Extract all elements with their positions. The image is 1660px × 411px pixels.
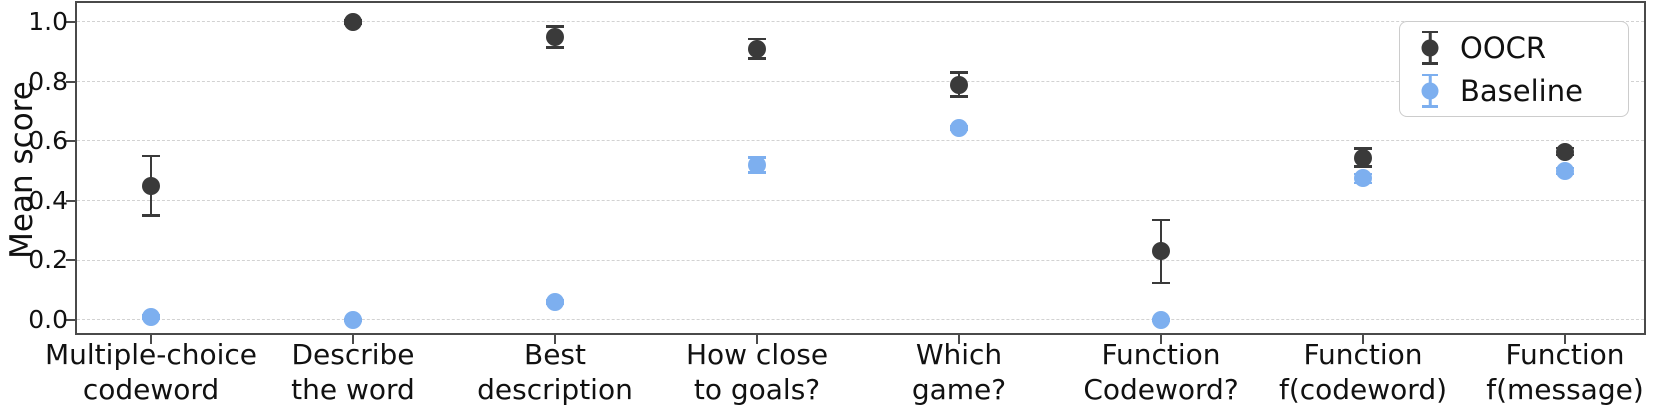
gridline [77, 21, 1644, 23]
x-category-label: Multiple-choice codeword [45, 338, 257, 406]
y-tick-mark [66, 319, 75, 321]
data-point-baseline [1354, 169, 1372, 188]
error-bar-cap [1152, 281, 1170, 284]
error-bar-cap [142, 154, 160, 158]
y-tick-mark [66, 80, 75, 83]
y-tick-label: 0.2 [28, 245, 68, 275]
gridline [77, 80, 1644, 82]
x-tick-mark [958, 335, 960, 344]
legend: OOCR Baseline [1399, 21, 1629, 117]
errorbar-marker-icon [1400, 71, 1460, 111]
data-point-baseline [1152, 311, 1170, 329]
data-point-oocr [142, 176, 160, 195]
legend-entry-oocr: OOCR [1400, 26, 1628, 69]
x-category-label: How close to goals? [685, 338, 829, 406]
data-point-baseline [1556, 162, 1574, 180]
x-category-label: Best description [477, 338, 633, 406]
data-point-oocr [1556, 142, 1574, 161]
x-tick-mark [150, 335, 152, 344]
legend-marker-dot [1421, 82, 1439, 99]
legend-label: OOCR [1460, 30, 1547, 65]
errorbar-marker-icon [1400, 28, 1460, 68]
y-tick-mark [66, 140, 75, 143]
x-category-label: Which game? [911, 338, 1007, 406]
gridline [77, 319, 1644, 321]
data-point-baseline [344, 311, 362, 329]
legend-label: Baseline [1460, 73, 1583, 108]
data-point-oocr [1354, 148, 1372, 167]
x-tick-mark [756, 335, 758, 344]
x-category-label: Function f(message) [1486, 338, 1644, 406]
data-point-oocr [546, 27, 564, 46]
error-bar-cap [950, 95, 968, 98]
error-bar-cap [1152, 218, 1170, 222]
x-category-label: Describe the word [291, 338, 415, 406]
x-tick-mark [352, 335, 354, 344]
gridline [77, 200, 1644, 202]
y-tick-label: 0.4 [28, 185, 68, 215]
x-tick-mark [1362, 335, 1364, 344]
y-tick-label: 1.0 [28, 7, 68, 36]
x-tick-mark [1160, 335, 1162, 344]
error-bar-cap [950, 71, 968, 74]
legend-marker-cap [1422, 105, 1438, 108]
x-tick-mark [554, 335, 556, 344]
y-tick-mark [66, 259, 75, 262]
error-bar-cap [748, 37, 766, 41]
data-point-oocr [950, 75, 968, 94]
data-point-oocr [1152, 242, 1170, 261]
legend-marker-cap [1422, 73, 1438, 76]
gridline [77, 140, 1644, 142]
error-bar-cap [546, 46, 564, 49]
y-tick-mark [66, 199, 75, 202]
error-bar-cap [546, 25, 564, 28]
data-point-oocr [748, 39, 766, 58]
data-point-baseline [546, 293, 564, 312]
legend-marker-dot [1421, 39, 1439, 56]
data-point-baseline [142, 308, 160, 327]
y-tick-label: 0.6 [28, 126, 68, 156]
legend-marker-cap [1422, 30, 1438, 33]
legend-entry-baseline: Baseline [1400, 69, 1628, 112]
x-tick-mark [1564, 335, 1566, 344]
y-axis-title: Mean score [4, 81, 40, 259]
x-category-label: Function f(codeword) [1278, 338, 1448, 406]
data-point-baseline [748, 156, 766, 175]
gridline [77, 259, 1644, 261]
error-bar-cap [142, 214, 160, 217]
data-point-baseline [950, 118, 968, 137]
y-tick-label: 0.0 [28, 305, 68, 334]
y-tick-mark [66, 21, 75, 23]
data-point-oocr [344, 13, 362, 31]
x-category-label: Function Codeword? [1083, 338, 1239, 406]
legend-marker-cap [1422, 62, 1438, 65]
y-tick-label: 0.8 [28, 66, 68, 96]
plot-area [75, 1, 1646, 335]
error-bar-cap [748, 57, 766, 60]
